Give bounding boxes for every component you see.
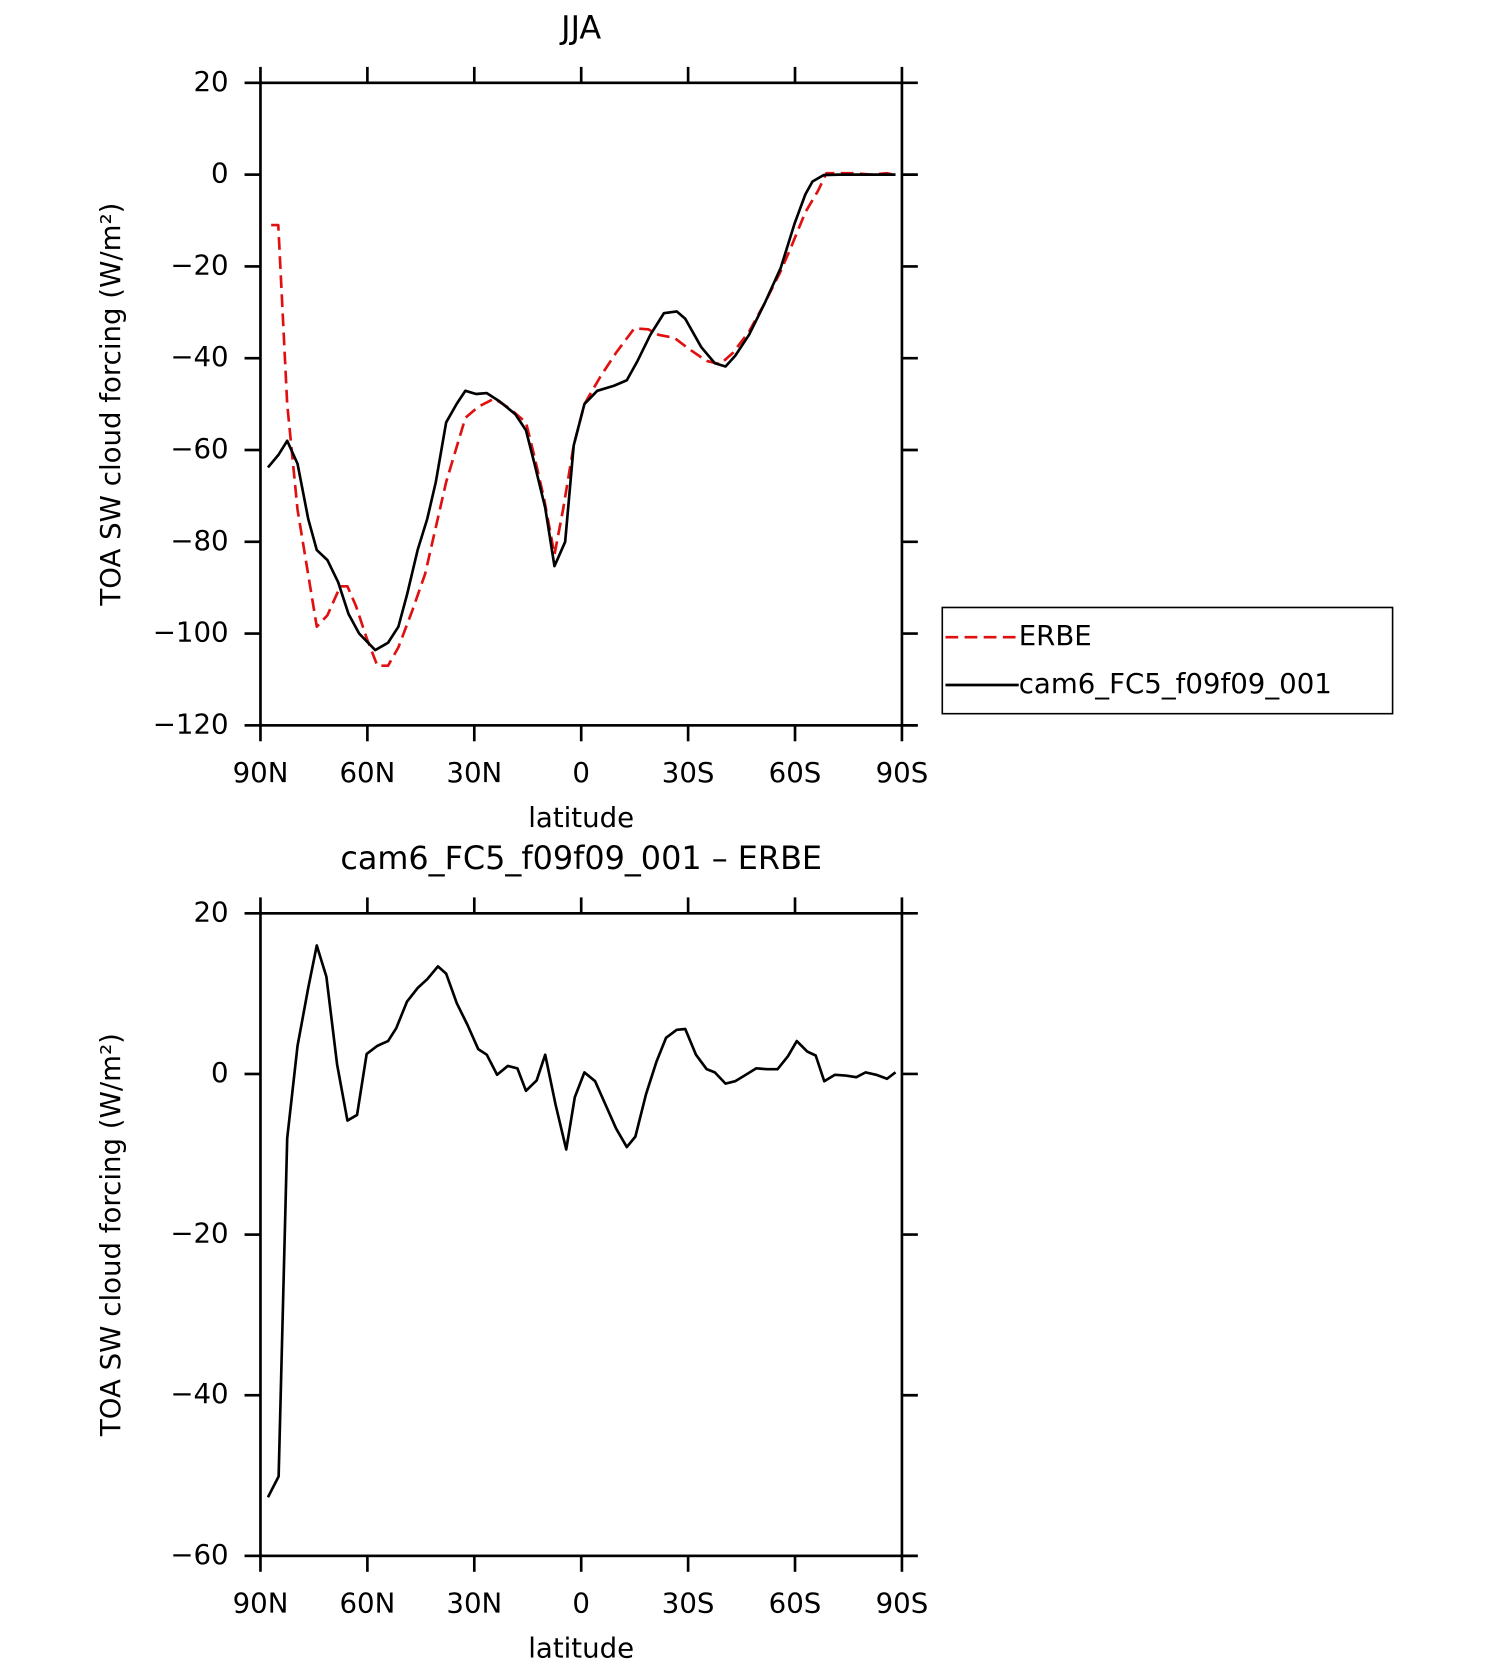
y-tick-label: 0 bbox=[211, 157, 229, 190]
y-axis-label: TOA SW cloud forcing (W/m²) bbox=[94, 203, 127, 607]
y-tick-label: −40 bbox=[170, 340, 228, 373]
y-tick-label: −100 bbox=[153, 616, 229, 649]
y-tick-label: 0 bbox=[211, 1056, 229, 1089]
legend-box bbox=[941, 606, 1394, 715]
y-tick-label: −60 bbox=[170, 1538, 228, 1571]
y-tick-label: −60 bbox=[170, 432, 228, 465]
data-line bbox=[266, 944, 897, 1498]
x-tick-label: 30N bbox=[446, 756, 502, 789]
chart-title: JJA bbox=[559, 9, 601, 47]
x-tick-label: 90S bbox=[876, 756, 929, 789]
y-tick-label: −20 bbox=[170, 1217, 228, 1250]
x-tick-label: 60S bbox=[769, 756, 822, 789]
x-tick-label: 0 bbox=[572, 1587, 590, 1620]
plot-frame bbox=[259, 912, 904, 1558]
x-tick-label: 0 bbox=[572, 756, 590, 789]
x-tick-label: 30N bbox=[446, 1587, 502, 1620]
data-line bbox=[271, 171, 896, 668]
x-tick-label: 90N bbox=[233, 1587, 289, 1620]
y-tick-label: 20 bbox=[193, 895, 228, 928]
legend-label: cam6_FC5_f09f09_001 bbox=[1019, 667, 1332, 700]
y-axis-label: TOA SW cloud forcing (W/m²) bbox=[94, 1033, 127, 1437]
x-tick-label: 60N bbox=[339, 1587, 395, 1620]
x-tick-label: 60S bbox=[769, 1587, 822, 1620]
y-tick-label: −20 bbox=[170, 248, 228, 281]
legend-label: ERBE bbox=[1019, 619, 1092, 652]
data-line bbox=[266, 173, 896, 652]
x-axis-label: latitude bbox=[528, 801, 634, 834]
x-tick-label: 30S bbox=[662, 756, 715, 789]
y-tick-label: −80 bbox=[170, 524, 228, 557]
x-axis-label: latitude bbox=[528, 1631, 634, 1664]
y-tick-label: −120 bbox=[153, 707, 229, 740]
y-tick-label: 20 bbox=[193, 65, 228, 98]
y-tick-label: −40 bbox=[170, 1377, 228, 1410]
x-tick-label: 30S bbox=[662, 1587, 715, 1620]
x-tick-label: 60N bbox=[339, 756, 395, 789]
x-tick-label: 90N bbox=[233, 756, 289, 789]
x-tick-label: 90S bbox=[876, 1587, 929, 1620]
chart-title: cam6_FC5_f09f09_001 – ERBE bbox=[340, 839, 822, 877]
